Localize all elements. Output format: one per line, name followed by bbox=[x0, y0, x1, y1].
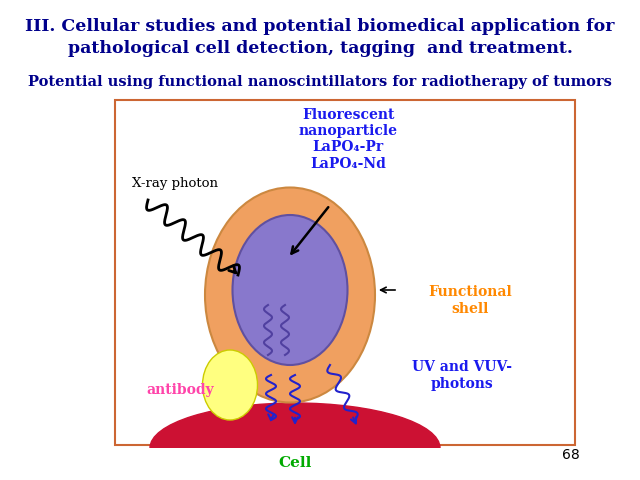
Text: Fluorescent: Fluorescent bbox=[302, 108, 394, 122]
Text: photons: photons bbox=[431, 377, 493, 391]
Text: LaPO₄-Nd: LaPO₄-Nd bbox=[310, 157, 386, 171]
Bar bbox=[115, 100, 575, 445]
Ellipse shape bbox=[150, 403, 440, 480]
Text: III. Cellular studies and potential biomedical application for: III. Cellular studies and potential biom… bbox=[25, 18, 615, 35]
Ellipse shape bbox=[205, 188, 375, 403]
Text: LaPO₄-Pr: LaPO₄-Pr bbox=[312, 140, 383, 154]
Text: 68: 68 bbox=[563, 448, 580, 462]
Ellipse shape bbox=[202, 350, 257, 420]
Text: antibody: antibody bbox=[146, 383, 214, 397]
Text: X-ray photon: X-ray photon bbox=[132, 177, 218, 190]
Text: nanoparticle: nanoparticle bbox=[298, 124, 397, 138]
Text: UV and VUV-: UV and VUV- bbox=[412, 360, 512, 374]
Text: Cell: Cell bbox=[278, 456, 312, 470]
Text: pathological cell detection, tagging  and treatment.: pathological cell detection, tagging and… bbox=[68, 40, 572, 57]
Text: shell: shell bbox=[451, 302, 489, 316]
Text: Functional: Functional bbox=[428, 285, 512, 299]
Bar bbox=[115, 448, 575, 480]
Ellipse shape bbox=[232, 215, 348, 365]
Text: Potential using functional nanoscintillators for radiotherapy of tumors: Potential using functional nanoscintilla… bbox=[28, 75, 612, 89]
